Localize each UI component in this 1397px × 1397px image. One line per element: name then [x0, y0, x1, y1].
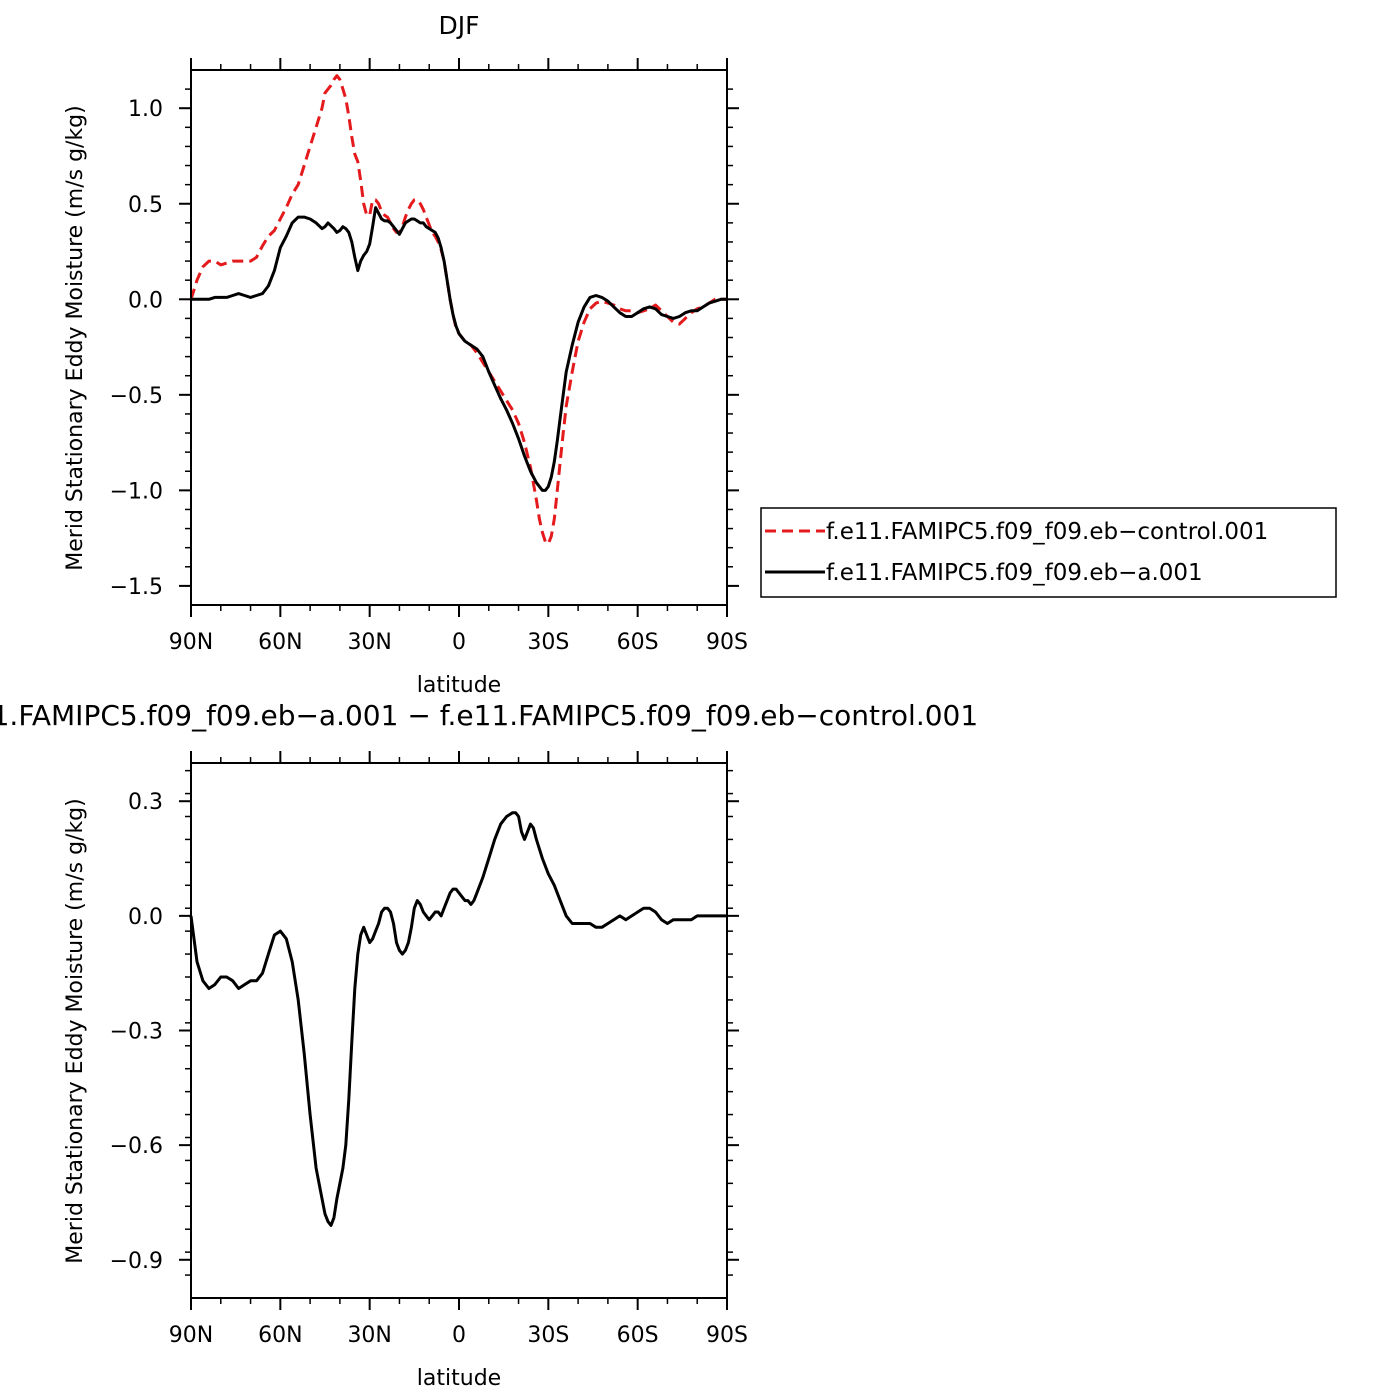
top-x-tick-label: 60S	[617, 630, 659, 655]
legend-label-a: f.e11.FAMIPC5.f09_f09.eb−a.001	[826, 560, 1203, 586]
top-x-tick-label: 30S	[527, 630, 569, 655]
bottom-series-line-0	[189, 811, 727, 1227]
top-y-tick-label: 1.0	[128, 97, 163, 122]
top-chart-title: DJF	[438, 11, 479, 40]
top-y-tick-label: −0.5	[110, 384, 163, 409]
bottom-y-axis-label: Merid Stationary Eddy Moisture (m/s g/kg…	[63, 798, 88, 1263]
bottom-chart-title: f.e11.FAMIPC5.f09_f09.eb−a.001 − f.e11.F…	[0, 699, 978, 732]
top-y-tick-label: −1.0	[110, 479, 163, 504]
top-x-tick-label: 30N	[347, 630, 391, 655]
top-y-tick-label: 0.0	[128, 288, 163, 313]
top-x-tick-label: 0	[452, 630, 466, 655]
bottom-panel: f.e11.FAMIPC5.f09_f09.eb−a.001 − f.e11.F…	[0, 699, 978, 1391]
legend: f.e11.FAMIPC5.f09_f09.eb−control.001 f.e…	[760, 507, 1337, 598]
legend-box	[760, 507, 1337, 598]
top-x-tick-label: 60N	[258, 630, 302, 655]
bottom-x-tick-label: 60S	[617, 1323, 659, 1348]
top-x-tick-label: 90S	[706, 630, 748, 655]
bottom-series-group	[189, 811, 727, 1227]
top-y-tick-label: 0.5	[128, 193, 163, 218]
bottom-y-tick-label: −0.3	[110, 1020, 163, 1045]
bottom-axis-ticks: 90N 60N 30N 0 30S 60S 90S −0.9 −0.6 −0.3 0.0 0.3	[110, 751, 748, 1348]
bottom-x-tick-label: 30S	[527, 1323, 569, 1348]
bottom-x-tick-label: 30N	[347, 1323, 391, 1348]
top-x-axis-label: latitude	[417, 673, 501, 698]
top-series-group	[189, 74, 727, 546]
top-y-tick-label: −1.5	[110, 575, 163, 600]
legend-label-control: f.e11.FAMIPC5.f09_f09.eb−control.001	[826, 519, 1268, 545]
top-y-axis-label: Merid Stationary Eddy Moisture (m/s g/kg…	[63, 105, 88, 570]
bottom-y-tick-label: 0.3	[128, 790, 163, 815]
top-x-tick-label: 90N	[169, 630, 213, 655]
bottom-x-tick-label: 90N	[169, 1323, 213, 1348]
bottom-y-tick-label: 0.0	[128, 905, 163, 930]
bottom-x-tick-label: 90S	[706, 1323, 748, 1348]
top-series-line-1	[191, 206, 727, 492]
top-plot-frame	[190, 69, 728, 606]
bottom-y-tick-label: −0.6	[110, 1134, 163, 1159]
bottom-plot-frame	[190, 762, 728, 1299]
bottom-x-tick-label: 0	[452, 1323, 466, 1348]
top-panel: DJF Merid Stationary Eddy Moisture (m/s …	[63, 11, 748, 698]
bottom-x-axis-label: latitude	[417, 1366, 501, 1391]
bottom-y-tick-label: −0.9	[110, 1249, 163, 1274]
bottom-x-tick-label: 60N	[258, 1323, 302, 1348]
